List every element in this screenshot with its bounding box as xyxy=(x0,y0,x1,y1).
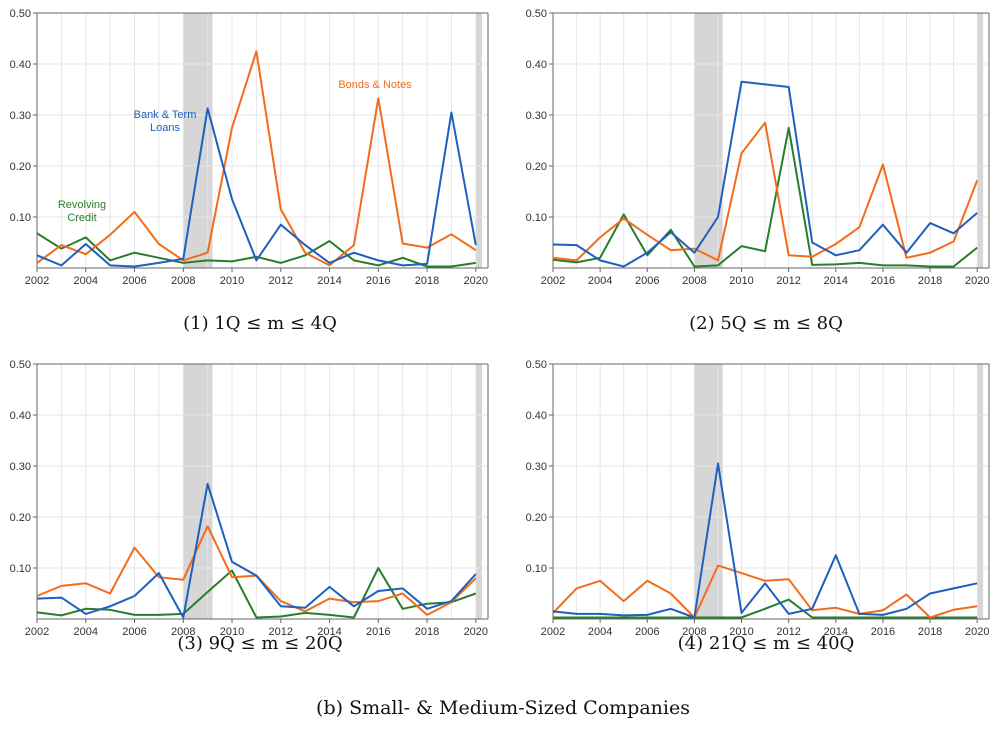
panel-2-series-bonds-notes xyxy=(552,121,979,262)
panel-4-x-tick-label: 2020 xyxy=(965,626,989,638)
panel-2-x-tick-label: 2020 xyxy=(965,275,989,287)
panel-4-x-tick-label: 2012 xyxy=(776,626,800,638)
panel-2-x-tick-label: 2002 xyxy=(541,275,565,287)
panel-4-y-tick-label: 0.10 xyxy=(526,563,547,575)
panel-4-x-tick-label: 2008 xyxy=(682,626,706,638)
panel-1-x-tick-label: 2018 xyxy=(415,275,439,287)
panel-4-x-tick-label: 2006 xyxy=(635,626,659,638)
panel-3-series-revolving-credit xyxy=(36,567,477,619)
panel-1-x-tick-label: 2020 xyxy=(464,275,488,287)
panel-2-x-tick-label: 2010 xyxy=(729,275,753,287)
panel-1-x-tick-label: 2008 xyxy=(171,275,195,287)
panel-2-x-tick-label: 2018 xyxy=(918,275,942,287)
panel-4-series-bonds-notes xyxy=(552,564,978,619)
panel-3-x-tick-label: 2006 xyxy=(122,626,146,638)
panel-4-x-tick-label: 2010 xyxy=(729,626,753,638)
panel-4-y-tick-label: 0.40 xyxy=(526,410,547,422)
panel-3-x-tick-label: 2004 xyxy=(74,626,98,638)
figure-caption: (b) Small- & Medium-Sized Companies xyxy=(316,697,690,719)
panel-1-y-tick-label: 0.20 xyxy=(10,161,31,173)
panel-2-series-bank-term-loans xyxy=(552,80,978,268)
panel-3-y-tick-label: 0.50 xyxy=(10,359,31,371)
panel-3-series-bank-term-loans xyxy=(36,482,477,619)
panel-2-y-tick-label: 0.20 xyxy=(526,161,547,173)
panel-caption-4: (4) 21Q ≤ m ≤ 40Q xyxy=(677,633,855,654)
panel-2-x-tick-label: 2006 xyxy=(635,275,659,287)
panel-2-y-tick-label: 0.30 xyxy=(526,110,547,122)
panel-1-x-tick-label: 2014 xyxy=(317,275,341,287)
panel-4-x-tick-label: 2002 xyxy=(541,626,565,638)
panel-1-x-tick-label: 2016 xyxy=(366,275,390,287)
panel-4-y-tick-label: 0.30 xyxy=(526,461,547,473)
annotation-line: Bonds & Notes xyxy=(338,79,412,91)
panel-1-x-tick-label: 2006 xyxy=(122,275,146,287)
panel-3-x-tick-label: 2018 xyxy=(415,626,439,638)
panel-4-x-tick-label: 2014 xyxy=(824,626,848,638)
panel-3-shaded-period-2 xyxy=(475,364,482,619)
panel-1-y-tick-label: 0.10 xyxy=(10,212,31,224)
panel-caption-1: (1) 1Q ≤ m ≤ 4Q xyxy=(183,313,337,334)
panel-1-y-tick-label: 0.50 xyxy=(10,8,31,20)
panel-3-y-tick-label: 0.40 xyxy=(10,410,31,422)
panel-1-x-tick-label: 2012 xyxy=(269,275,293,287)
panel-3-x-tick-label: 2010 xyxy=(220,626,244,638)
panel-3-y-tick-label: 0.20 xyxy=(10,512,31,524)
panel-2-y-tick-label: 0.10 xyxy=(526,212,547,224)
panel-1-series-bonds-notes xyxy=(36,50,477,267)
panel-2-x-tick-label: 2004 xyxy=(588,275,612,287)
panel-3-x-tick-label: 2016 xyxy=(366,626,390,638)
panel-1-x-tick-label: 2002 xyxy=(25,275,49,287)
panel-4-series-bank-term-loans xyxy=(552,462,978,619)
panel-2-x-tick-label: 2012 xyxy=(776,275,800,287)
panel-1-series-bank-term-loans xyxy=(36,107,477,268)
annotation-line: Loans xyxy=(150,122,180,134)
panel-1-y-tick-label: 0.40 xyxy=(10,59,31,71)
panel-2-x-tick-label: 2008 xyxy=(682,275,706,287)
panel-1-series-revolving-credit xyxy=(36,232,476,268)
panel-2-x-tick-label: 2016 xyxy=(871,275,895,287)
panel-1-annotation-bonds-notes: Bonds & Notes xyxy=(338,79,412,91)
panel-1-y-tick-label: 0.30 xyxy=(10,110,31,122)
annotation-line: Revolving xyxy=(58,199,106,211)
panel-3-x-tick-label: 2002 xyxy=(25,626,49,638)
panel-3-x-tick-label: 2014 xyxy=(317,626,341,638)
panel-1-x-tick-label: 2010 xyxy=(220,275,244,287)
annotation-line: Credit xyxy=(67,212,96,224)
panel-1-shaded-period-2 xyxy=(475,13,482,268)
panel-3-y-tick-label: 0.10 xyxy=(10,563,31,575)
panel-2-y-tick-label: 0.40 xyxy=(526,59,547,71)
panel-2-series-revolving-credit xyxy=(552,126,978,268)
panel-2-x-tick-label: 2014 xyxy=(824,275,848,287)
panel-4-x-tick-label: 2016 xyxy=(871,626,895,638)
panel-caption-3: (3) 9Q ≤ m ≤ 20Q xyxy=(177,633,343,654)
panel-3-x-tick-label: 2012 xyxy=(269,626,293,638)
panel-3-y-tick-label: 0.30 xyxy=(10,461,31,473)
panel-4-y-tick-label: 0.20 xyxy=(526,512,547,524)
panel-caption-2: (2) 5Q ≤ m ≤ 8Q xyxy=(689,313,843,334)
chart-canvas: 0.10 0.20 0.30 0.40 0.50 2002 2004 2006 2008 2010… xyxy=(10,8,990,638)
panel-3-x-tick-label: 2020 xyxy=(464,626,488,638)
panel-2-shaded-period-2 xyxy=(977,13,984,268)
annotation-line: Bank & Term xyxy=(134,109,197,121)
panel-4-shaded-period-2 xyxy=(977,364,984,619)
panel-1-annotation-bank-term-loans: Bank & Term Loans xyxy=(134,109,197,134)
panel-1-x-tick-label: 2004 xyxy=(74,275,98,287)
panel-4-y-tick-label: 0.50 xyxy=(526,359,547,371)
panel-4-x-tick-label: 2018 xyxy=(918,626,942,638)
panel-4-x-tick-label: 2004 xyxy=(588,626,612,638)
panel-3-x-tick-label: 2008 xyxy=(171,626,195,638)
panel-4-series-revolving-credit xyxy=(553,598,978,619)
panel-1-annotation-revolving-credit: Revolving Credit xyxy=(58,199,106,224)
panel-2-y-tick-label: 0.50 xyxy=(526,8,547,20)
